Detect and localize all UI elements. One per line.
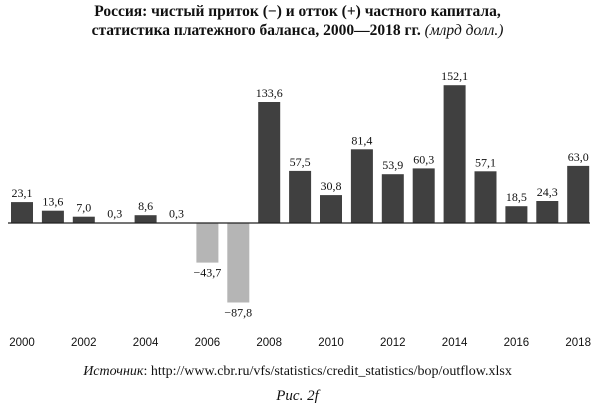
x-tick-label-2000: 2000 bbox=[9, 337, 35, 349]
x-tick-label-2008: 2008 bbox=[256, 337, 282, 349]
value-label-2003: 0,3 bbox=[107, 207, 122, 221]
value-label-2008: 133,6 bbox=[256, 86, 283, 100]
bar-2000 bbox=[11, 202, 33, 223]
value-label-2004: 8,6 bbox=[138, 199, 153, 213]
bar-2012 bbox=[381, 174, 404, 223]
value-label-2017: 24,3 bbox=[537, 185, 558, 199]
value-label-2006: −43,7 bbox=[194, 266, 222, 280]
bar-2013 bbox=[412, 168, 435, 223]
bar-2001 bbox=[41, 210, 64, 223]
x-tick-label-2016: 2016 bbox=[504, 337, 530, 349]
value-label-2002: 7,0 bbox=[76, 201, 91, 215]
chart-title: Россия: чистый приток (−) и отток (+) ча… bbox=[0, 2, 595, 40]
bar-2017 bbox=[536, 201, 559, 223]
value-label-2011: 81,4 bbox=[351, 133, 372, 147]
chart-unit-label: (млрд долл.) bbox=[424, 22, 504, 39]
x-tick-label-2014: 2014 bbox=[442, 337, 468, 349]
chart-title-line-2-text: статистика платежного баланса, 2000—2018… bbox=[91, 22, 421, 39]
x-tick-label-2002: 2002 bbox=[71, 337, 97, 349]
source-url: : http://www.cbr.ru/vfs/statistics/credi… bbox=[143, 364, 512, 379]
x-tick-label-2006: 2006 bbox=[195, 337, 221, 349]
bars-group bbox=[11, 85, 590, 303]
value-label-2000: 23,1 bbox=[12, 186, 33, 200]
x-tick-label-2010: 2010 bbox=[318, 337, 344, 349]
bar-2014 bbox=[443, 85, 466, 223]
chart-title-line-1: Россия: чистый приток (−) и отток (+) ча… bbox=[94, 3, 501, 20]
x-tick-label-2012: 2012 bbox=[380, 337, 406, 349]
value-label-2013: 60,3 bbox=[413, 152, 434, 166]
value-label-2012: 53,9 bbox=[382, 158, 403, 172]
x-tick-label-2018: 2018 bbox=[565, 337, 591, 349]
bar-2002 bbox=[72, 216, 95, 223]
source-line: Источник: http://www.cbr.ru/vfs/statisti… bbox=[0, 364, 595, 380]
value-label-2014: 152,1 bbox=[441, 69, 468, 83]
value-label-2016: 18,5 bbox=[506, 190, 527, 204]
bar-2010 bbox=[320, 195, 342, 223]
bar-2015 bbox=[474, 171, 497, 223]
bar-2008 bbox=[258, 102, 281, 223]
value-label-2015: 57,1 bbox=[475, 155, 496, 169]
bar-2006 bbox=[196, 223, 219, 263]
bar-2018 bbox=[567, 165, 590, 223]
bar-2007 bbox=[227, 223, 250, 303]
value-label-2009: 57,5 bbox=[290, 155, 311, 169]
bar-2016 bbox=[505, 206, 528, 223]
value-label-2010: 30,8 bbox=[321, 179, 342, 193]
value-label-2018: 63,0 bbox=[568, 150, 589, 164]
figure-caption: Рис. 2f bbox=[276, 388, 319, 404]
value-label-2001: 13,6 bbox=[42, 195, 63, 209]
x-axis-labels-group: 2000 2002 2004 2006 2008 2010 2012 2014 2016 2018 bbox=[9, 337, 591, 349]
value-label-2005: 0,3 bbox=[169, 207, 184, 221]
bar-2009 bbox=[289, 170, 312, 223]
bar-2011 bbox=[350, 149, 373, 223]
chart-title-line-2: статистика платежного баланса, 2000—2018… bbox=[0, 21, 595, 40]
x-tick-label-2004: 2004 bbox=[133, 337, 159, 349]
value-label-2007: −87,8 bbox=[224, 306, 252, 320]
value-labels-group: 23,1 13,6 7,0 0,3 8,6 0,3 −43,7 −87,8 133,6 57,5 3… bbox=[12, 69, 589, 319]
bar-2004 bbox=[134, 215, 157, 223]
source-lead: Источник bbox=[83, 364, 144, 379]
